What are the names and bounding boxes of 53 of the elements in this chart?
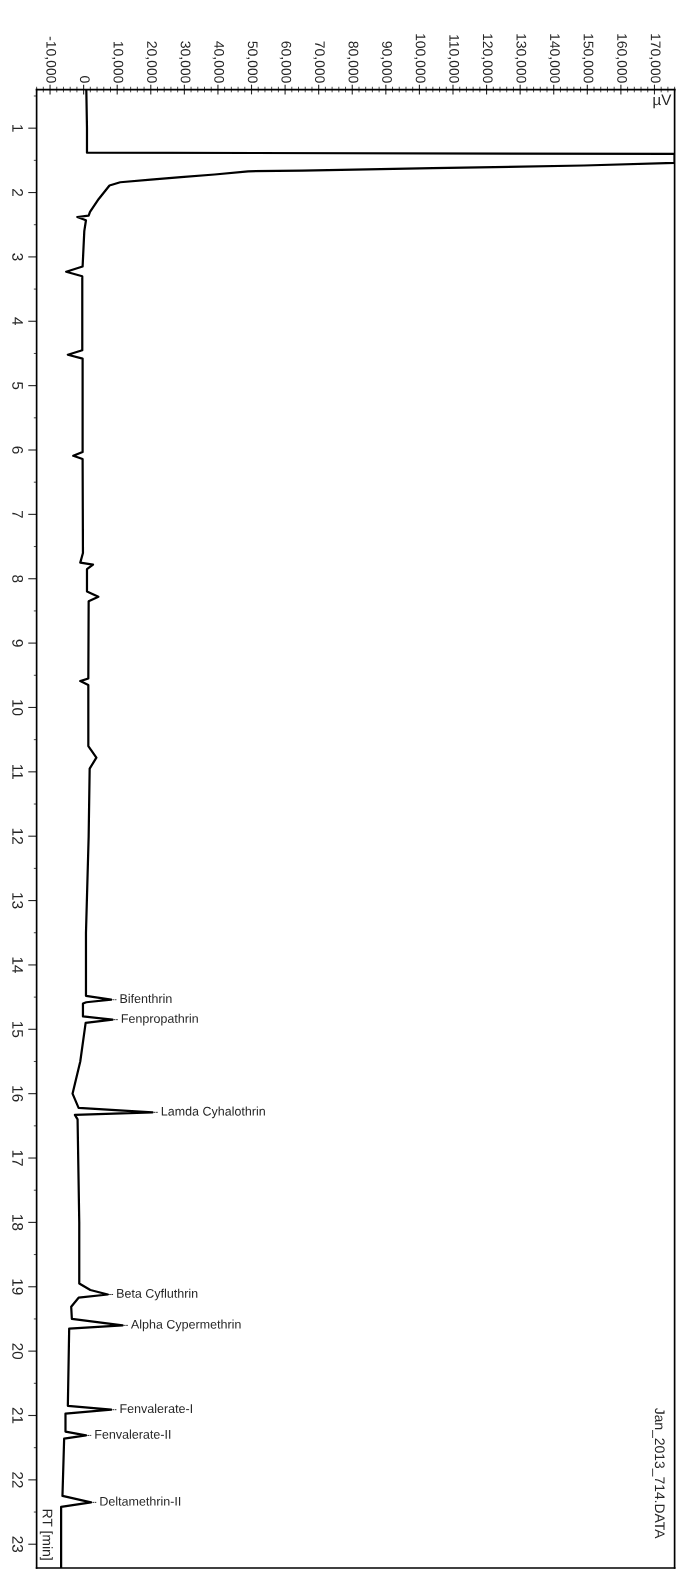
x-tick-label: 140,000 bbox=[548, 34, 560, 83]
x-tick-label: 20,000 bbox=[145, 41, 157, 83]
x-tick-label: 40,000 bbox=[212, 41, 225, 83]
annotation: Beta Cyfluthrin bbox=[117, 1288, 198, 1301]
x-tick-label: 170,000 bbox=[649, 34, 661, 83]
annotation: Fenpropathrin bbox=[121, 1013, 198, 1026]
x-tick-label: 90,000 bbox=[380, 41, 392, 83]
annotation: Jan_2013_714.DATA bbox=[652, 1407, 665, 1539]
annotation: Deltamethrin-II bbox=[100, 1496, 181, 1506]
y-tick-label: 11 bbox=[12, 765, 23, 780]
x-tick-label: 150,000 bbox=[581, 34, 594, 83]
y-tick-label: 2 bbox=[12, 189, 24, 197]
x-tick-label: -10,000 bbox=[44, 36, 57, 83]
y-tick-label: 3 bbox=[12, 253, 24, 261]
y-tick-label: 6 bbox=[12, 446, 24, 454]
y-tick-label: 18 bbox=[12, 1215, 24, 1231]
y-tick-label: 12 bbox=[12, 828, 24, 844]
annotation: Alpha Cypermethrin bbox=[130, 1319, 241, 1332]
annotation: Lamda Cyhalothrin bbox=[161, 1106, 265, 1119]
y-tick-label: 15 bbox=[12, 1021, 23, 1038]
y-tick-label: 21 bbox=[12, 1407, 24, 1424]
annotation: Fenvalerate-I bbox=[120, 1403, 192, 1414]
y-tick-label: 5 bbox=[12, 382, 23, 390]
y-tick-label: 17 bbox=[12, 1150, 23, 1166]
y-tick-label: 22 bbox=[12, 1472, 24, 1488]
y-tick-label: 10 bbox=[12, 700, 24, 716]
x-tick-label: 60,000 bbox=[279, 41, 292, 83]
x-tick-label: 50,000 bbox=[246, 41, 258, 83]
x-tick-label: 100,000 bbox=[414, 34, 426, 83]
y-tick-label: 23 bbox=[12, 1536, 24, 1553]
x-tick-label: 30,000 bbox=[178, 41, 191, 83]
y-tick-label: 19 bbox=[12, 1279, 24, 1295]
x-tick-label: 0 bbox=[79, 76, 90, 83]
annotation: Fenvalerate-II bbox=[95, 1429, 171, 1439]
x-tick-label: 130,000 bbox=[514, 34, 527, 83]
y-axis-title: RT [min] bbox=[39, 1509, 53, 1560]
y-tick-label: 1 bbox=[12, 125, 23, 132]
x-tick-label: 120,000 bbox=[481, 34, 493, 83]
y-tick-label: 4 bbox=[12, 317, 23, 326]
x-tick-label: 160,000 bbox=[615, 34, 627, 83]
x-axis-title: µV bbox=[653, 94, 672, 109]
y-tick-label: 16 bbox=[12, 1086, 24, 1102]
y-tick-label: 9 bbox=[12, 639, 24, 647]
y-tick-label: 13 bbox=[12, 893, 24, 909]
annotation: Bifenthrin bbox=[120, 993, 172, 1004]
y-tick-label: 14 bbox=[12, 957, 23, 973]
y-tick-label: 7 bbox=[12, 510, 23, 518]
x-tick-label: 110,000 bbox=[447, 35, 460, 83]
x-tick-label: 70,000 bbox=[313, 41, 325, 83]
x-tick-label: 80,000 bbox=[346, 41, 359, 83]
y-tick-label: 8 bbox=[12, 575, 24, 583]
y-tick-label: 20 bbox=[12, 1343, 24, 1360]
x-tick-label: 10,000 bbox=[111, 41, 124, 83]
